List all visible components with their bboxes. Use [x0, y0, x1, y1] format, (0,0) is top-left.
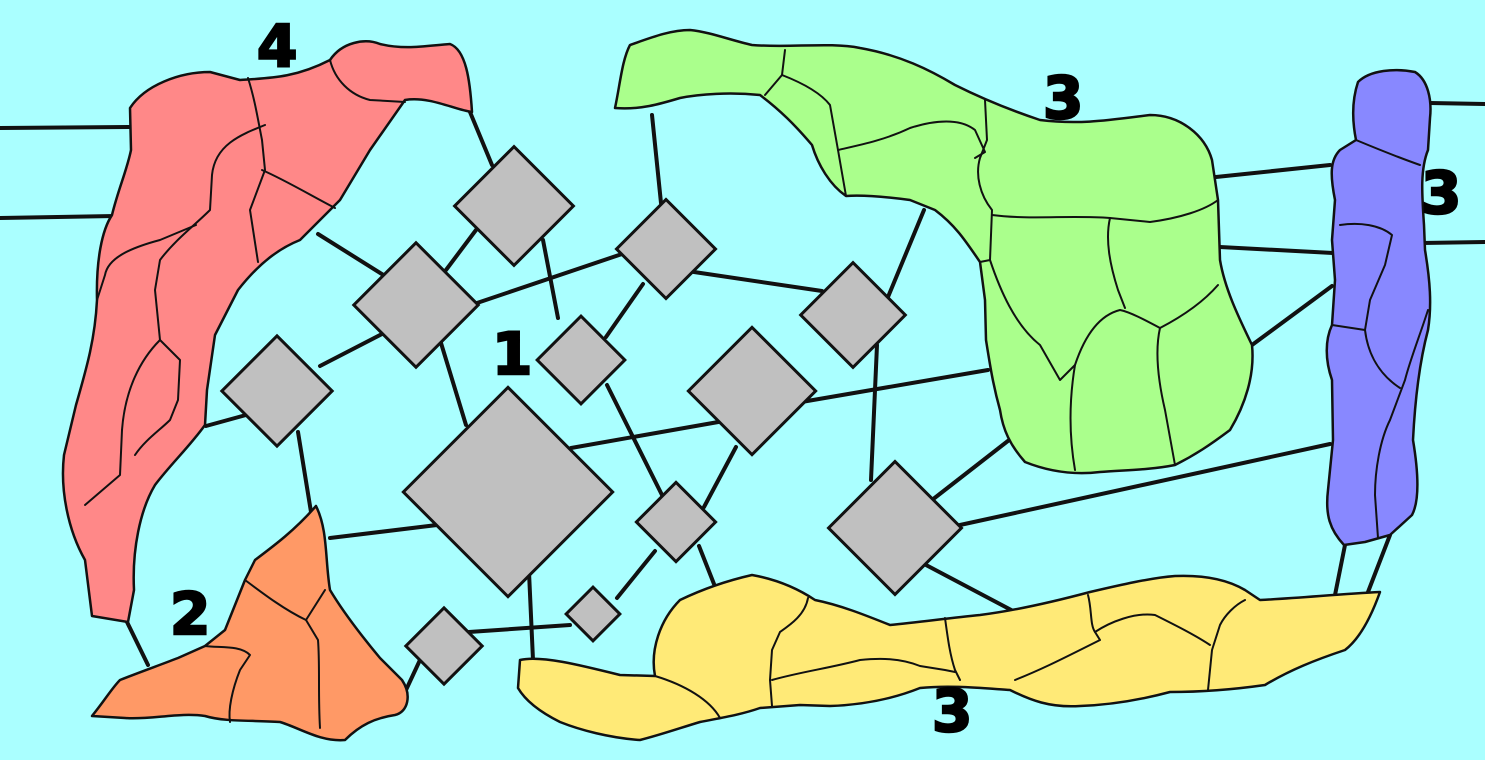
region-red[interactable] — [61, 40, 474, 624]
region-purple[interactable] — [1325, 68, 1432, 547]
region-orange[interactable] — [90, 504, 409, 742]
green-region-count: 3 — [1043, 64, 1083, 132]
diamond-node[interactable] — [535, 314, 627, 406]
red-region-count: 4 — [257, 12, 297, 80]
diamond-node[interactable] — [401, 385, 615, 599]
diamond-node[interactable] — [826, 459, 964, 597]
purple-region-count: 3 — [1421, 159, 1461, 227]
diamond-node[interactable] — [686, 325, 818, 457]
diamond-node[interactable] — [614, 197, 718, 301]
connection-links — [0, 101, 1485, 692]
diamond-node[interactable] — [452, 144, 576, 268]
diamond-node[interactable] — [219, 333, 335, 449]
yellow-region-count: 3 — [932, 677, 972, 745]
center-count: 1 — [492, 320, 532, 388]
diamond-nodes — [219, 144, 964, 687]
orange-region-count: 2 — [170, 580, 210, 648]
diamond-node[interactable] — [564, 585, 622, 643]
diamond-node[interactable] — [403, 605, 485, 687]
region-labels: 4 2 3 3 3 1 — [169, 11, 1463, 747]
region-yellow[interactable] — [516, 573, 1382, 742]
diamond-node[interactable] — [351, 240, 481, 370]
diamond-node[interactable] — [798, 260, 908, 370]
diamond-node[interactable] — [634, 480, 718, 564]
region-green[interactable] — [613, 28, 1254, 475]
